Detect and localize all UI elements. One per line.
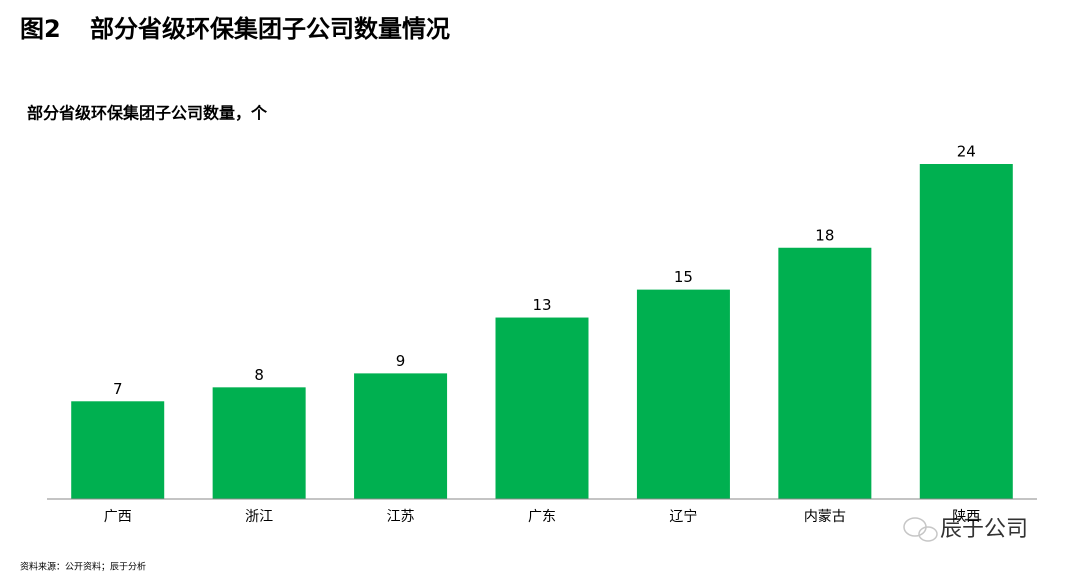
- bar: [778, 247, 872, 499]
- chart-title: 部分省级环保集团子公司数量情况: [90, 15, 450, 43]
- data-label: 7: [113, 380, 123, 398]
- data-label: 8: [254, 366, 264, 384]
- bar: [495, 317, 589, 499]
- watermark-icon: [903, 517, 938, 542]
- x-tick-label: 辽宁: [669, 508, 697, 525]
- x-tick-label: 江苏: [387, 509, 415, 525]
- bar: [212, 387, 306, 499]
- bar: [354, 373, 448, 499]
- source-note: 资料来源：公开资料；辰于分析: [20, 561, 146, 573]
- bar: [71, 401, 165, 499]
- x-tick-label: 内蒙古: [804, 509, 846, 525]
- watermark: 辰于公司: [940, 517, 1028, 542]
- data-label: 15: [674, 268, 693, 286]
- chart-subtitle: 部分省级环保集团子公司数量，个: [27, 104, 268, 123]
- bar: [919, 164, 1013, 499]
- figure-label: 图2: [20, 15, 61, 43]
- bar: [636, 289, 730, 499]
- data-label: 24: [957, 143, 976, 161]
- data-label: 9: [396, 352, 406, 370]
- data-label: 13: [532, 296, 551, 314]
- data-label: 18: [815, 226, 834, 244]
- x-tick-label: 陕西: [952, 509, 980, 525]
- x-tick-label: 广西: [104, 509, 132, 525]
- x-tick-label: 浙江: [245, 509, 273, 525]
- x-tick-label: 广东: [528, 509, 556, 525]
